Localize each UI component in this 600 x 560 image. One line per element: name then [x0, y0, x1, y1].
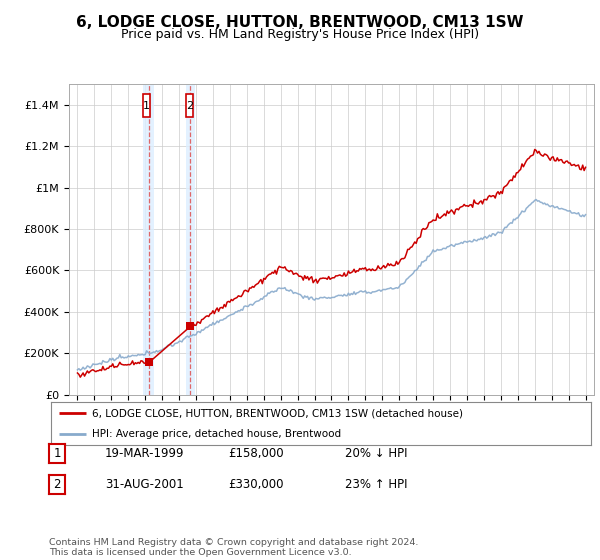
- Text: 20% ↓ HPI: 20% ↓ HPI: [345, 447, 407, 460]
- Bar: [186, 84, 195, 395]
- Text: £330,000: £330,000: [228, 478, 284, 491]
- Text: Price paid vs. HM Land Registry's House Price Index (HPI): Price paid vs. HM Land Registry's House …: [121, 28, 479, 41]
- Text: 6, LODGE CLOSE, HUTTON, BRENTWOOD, CM13 1SW: 6, LODGE CLOSE, HUTTON, BRENTWOOD, CM13 …: [76, 15, 524, 30]
- Text: Contains HM Land Registry data © Crown copyright and database right 2024.
This d: Contains HM Land Registry data © Crown c…: [49, 538, 419, 557]
- Text: 31-AUG-2001: 31-AUG-2001: [105, 478, 184, 491]
- FancyBboxPatch shape: [187, 94, 193, 117]
- Text: 19-MAR-1999: 19-MAR-1999: [105, 447, 185, 460]
- Text: £158,000: £158,000: [228, 447, 284, 460]
- Text: 1: 1: [53, 447, 61, 460]
- Text: 6, LODGE CLOSE, HUTTON, BRENTWOOD, CM13 1SW (detached house): 6, LODGE CLOSE, HUTTON, BRENTWOOD, CM13 …: [91, 408, 463, 418]
- Text: 2: 2: [53, 478, 61, 491]
- Text: 2: 2: [186, 101, 193, 111]
- Text: 23% ↑ HPI: 23% ↑ HPI: [345, 478, 407, 491]
- Text: 1: 1: [143, 101, 150, 111]
- FancyBboxPatch shape: [143, 94, 149, 117]
- Bar: [143, 84, 154, 395]
- Text: HPI: Average price, detached house, Brentwood: HPI: Average price, detached house, Bren…: [91, 430, 341, 439]
